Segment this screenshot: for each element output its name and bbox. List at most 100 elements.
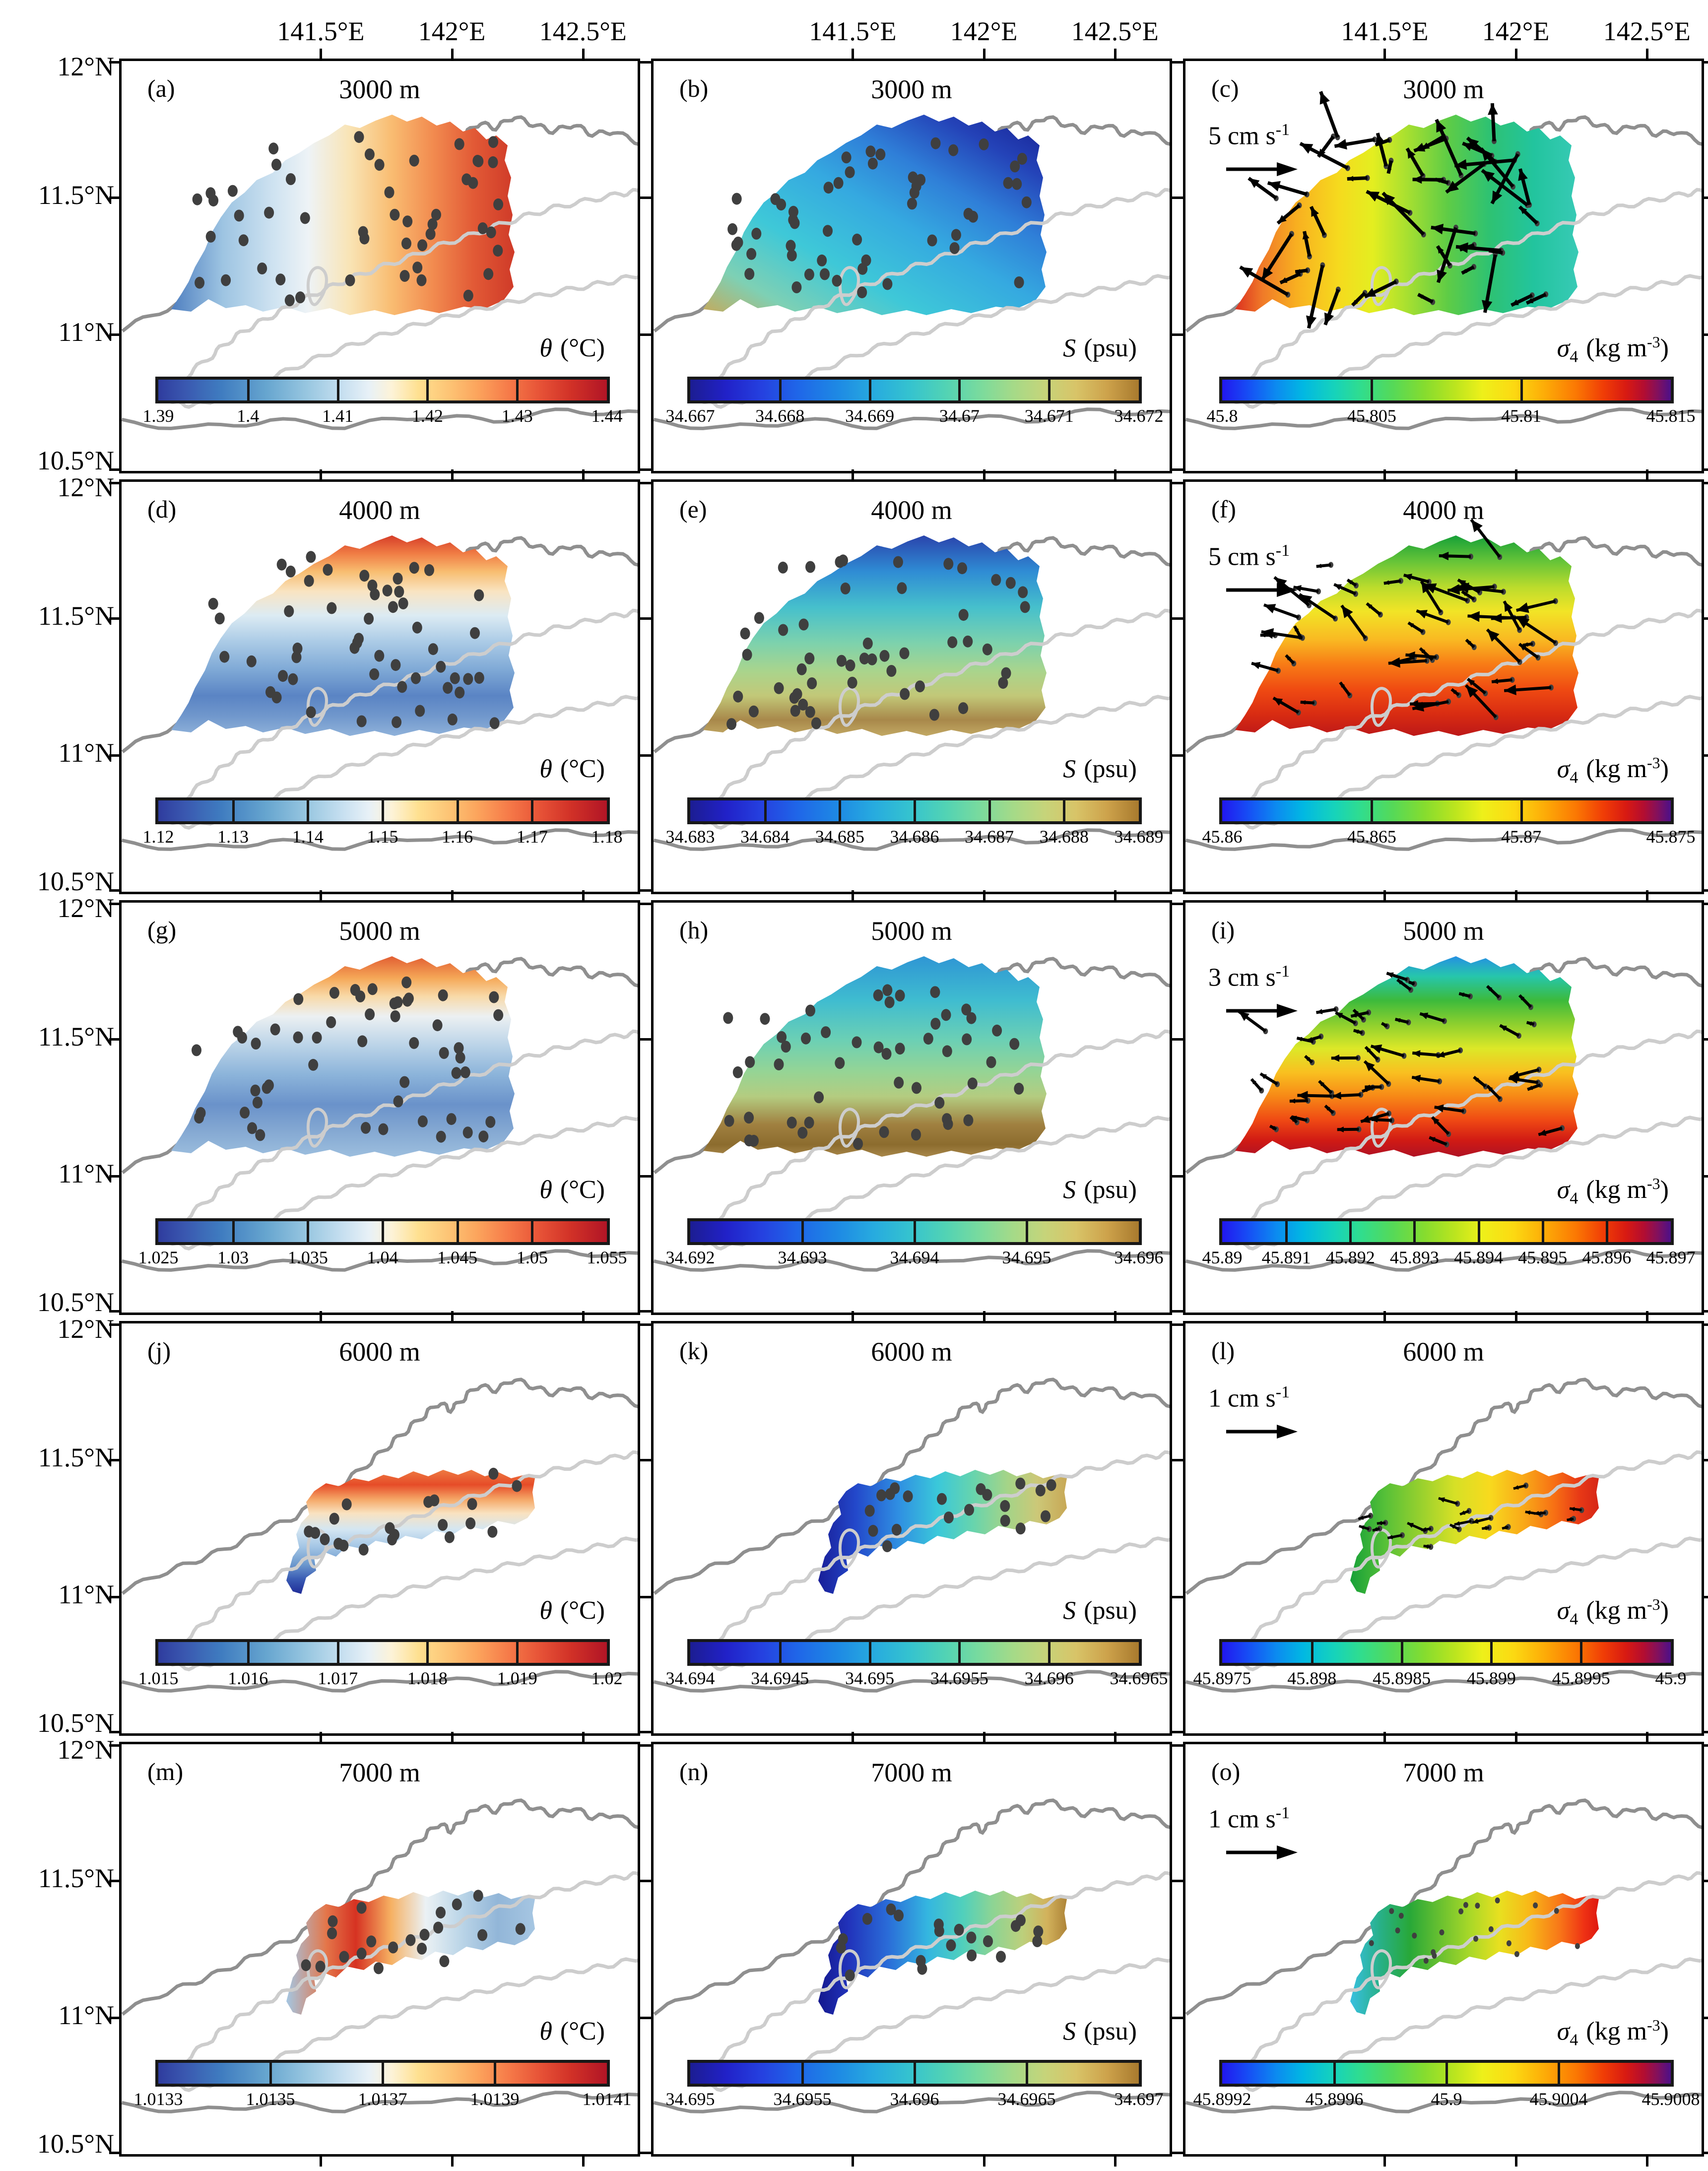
colorbar-tick-label: 1.12	[142, 827, 174, 847]
station-dot	[929, 709, 939, 721]
station-dot	[1000, 1514, 1010, 1527]
axis-tick	[451, 1311, 454, 1321]
velocity-vector-head	[1466, 640, 1472, 645]
data-field-blob	[703, 535, 1047, 736]
map-canvas	[654, 1798, 1170, 2113]
axis-tick	[1173, 1595, 1183, 1598]
velocity-vector-head	[1450, 1524, 1455, 1529]
station-dot	[907, 197, 917, 210]
velocity-vector-head	[1366, 191, 1380, 202]
axis-tick	[641, 197, 651, 199]
station-dot	[1369, 1940, 1374, 1946]
panel-depth-title: 4000 m	[871, 495, 952, 525]
station-dot	[1001, 667, 1011, 679]
axis-tick	[641, 1731, 651, 1733]
station-dot	[393, 573, 403, 585]
lon-tick-label: 141.5°E	[809, 16, 897, 46]
colorbar-divider	[764, 800, 767, 821]
axis-tick	[1704, 468, 1708, 471]
bathymetry-contour-inner	[164, 608, 638, 830]
station-dot	[923, 1033, 933, 1045]
colorbar-unit-label: σ4 (kg m-3)	[1557, 1175, 1669, 1208]
bathymetry-contour-inner	[164, 1029, 638, 1250]
station-dot	[356, 715, 367, 727]
map-canvas	[122, 535, 638, 851]
colorbar-divider	[516, 1642, 519, 1663]
velocity-vector-head	[1305, 1056, 1311, 1061]
axis-tick	[1173, 468, 1183, 471]
colorbar	[155, 1639, 610, 1666]
axis-tick	[1173, 1038, 1183, 1041]
station-dot	[365, 1008, 375, 1021]
station-dot	[293, 1031, 303, 1044]
station-dot	[1015, 1522, 1026, 1535]
axis-tick	[1514, 2157, 1517, 2167]
station-dot	[847, 676, 857, 689]
station-dot	[493, 245, 503, 257]
velocity-vector-head	[1337, 1126, 1344, 1133]
axis-tick	[983, 1732, 985, 1742]
station-dot	[797, 1126, 808, 1139]
station-dot	[358, 226, 368, 238]
station-dot	[840, 582, 851, 594]
station-dot	[1439, 1929, 1445, 1936]
station-dot	[900, 688, 910, 700]
velocity-vector-head	[1482, 300, 1493, 313]
velocity-vector-head	[1429, 1137, 1436, 1142]
station-dot	[740, 627, 750, 640]
station-dot	[895, 1043, 905, 1055]
lat-tick-label: 11.5°N	[38, 1863, 114, 1894]
colorbar-divider	[382, 2063, 384, 2084]
velocity-vector-head	[1299, 594, 1313, 605]
colorbar-tick-label: 45.86	[1202, 827, 1243, 847]
station-dot	[295, 291, 306, 304]
bathymetry-contour-outer	[1185, 1378, 1702, 1595]
lon-tick-label: 142°E	[418, 16, 486, 46]
colorbar-divider	[426, 1642, 429, 1663]
station-dot	[1395, 1927, 1400, 1934]
station-dot	[807, 677, 817, 689]
map-panel-a: (a) 3000 m θ (°C) 1.39 1.4 1.41 1.42 1.43 1.44	[109, 49, 650, 483]
axis-tick	[1173, 482, 1183, 484]
station-dot	[934, 1925, 944, 1937]
colorbar-tick-label: 1.44	[591, 406, 623, 426]
colorbar-divider	[839, 800, 842, 821]
bathymetry-contour-inner	[1228, 188, 1702, 409]
axis-tick	[852, 2157, 854, 2167]
lat-tick-label: 11°N	[58, 1579, 114, 1609]
station-dot	[227, 185, 238, 197]
colorbar	[155, 377, 610, 403]
colorbar-tick-label: 1.0135	[246, 2089, 295, 2109]
axis-tick	[1645, 890, 1648, 900]
colorbar-divider	[1311, 1642, 1314, 1663]
station-dot	[284, 605, 294, 617]
velocity-vector-head	[1567, 1516, 1573, 1521]
colorbar-divider	[914, 2063, 916, 2084]
colorbar-divider	[336, 380, 339, 400]
colorbar-tick-label: 45.9004	[1529, 2089, 1588, 2109]
station-dot	[864, 1505, 875, 1517]
axis-tick	[641, 2152, 651, 2154]
axis-tick	[1114, 1732, 1117, 1742]
station-dot	[382, 585, 393, 597]
colorbar-tick-label: 1.14	[292, 827, 324, 847]
lat-tick-label: 11.5°N	[38, 1443, 114, 1473]
axis-tick	[983, 469, 985, 479]
bathymetry-contour-inner	[1370, 1528, 1392, 1569]
velocity-vector-head	[1482, 1525, 1487, 1530]
station-dot	[264, 206, 274, 219]
panel-depth-title: 6000 m	[1403, 1337, 1484, 1367]
axis-tick	[641, 468, 651, 471]
colorbar-tick-label: 45.897	[1646, 1248, 1696, 1267]
colorbar	[1219, 1639, 1674, 1666]
colorbar-divider	[868, 1642, 871, 1663]
colorbar-tick-label: 34.693	[778, 1248, 827, 1267]
axis-tick	[582, 1311, 585, 1321]
axis-tick	[1704, 1744, 1708, 1747]
colorbar-divider	[531, 1221, 534, 1242]
colorbar-divider	[914, 800, 916, 821]
lat-tick-label: 10.5°N	[37, 866, 114, 896]
velocity-vector-head	[1412, 702, 1425, 712]
colorbar-tick-label: 45.9	[1431, 2089, 1462, 2109]
station-dot	[405, 1934, 416, 1946]
